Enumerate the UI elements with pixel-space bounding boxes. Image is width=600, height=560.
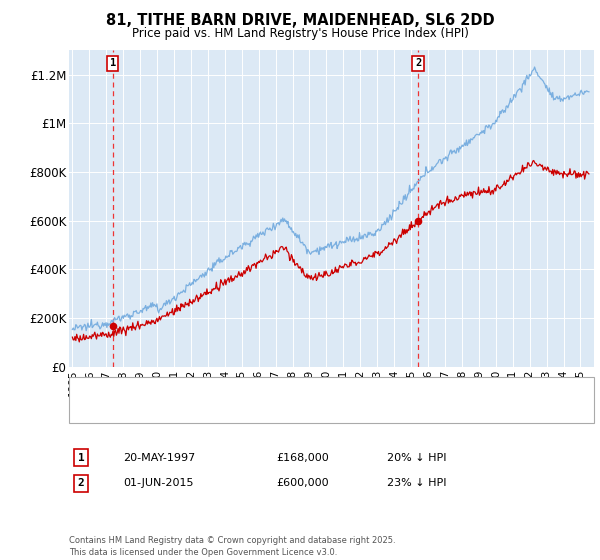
Text: HPI: Average price, detached house, Windsor and Maidenhead: HPI: Average price, detached house, Wind…	[119, 405, 444, 415]
Text: £168,000: £168,000	[276, 452, 329, 463]
Text: £600,000: £600,000	[276, 478, 329, 488]
Text: 20-MAY-1997: 20-MAY-1997	[123, 452, 195, 463]
Text: 1: 1	[77, 452, 85, 463]
Text: 23% ↓ HPI: 23% ↓ HPI	[387, 478, 446, 488]
Text: Contains HM Land Registry data © Crown copyright and database right 2025.
This d: Contains HM Land Registry data © Crown c…	[69, 536, 395, 557]
Text: 1: 1	[110, 58, 116, 68]
Text: 01-JUN-2015: 01-JUN-2015	[123, 478, 193, 488]
Text: 81, TITHE BARN DRIVE, MAIDENHEAD, SL6 2DD (detached house): 81, TITHE BARN DRIVE, MAIDENHEAD, SL6 2D…	[119, 385, 460, 395]
Text: 2: 2	[415, 58, 421, 68]
Text: 2: 2	[77, 478, 85, 488]
Text: Price paid vs. HM Land Registry's House Price Index (HPI): Price paid vs. HM Land Registry's House …	[131, 27, 469, 40]
Text: 20% ↓ HPI: 20% ↓ HPI	[387, 452, 446, 463]
Text: 81, TITHE BARN DRIVE, MAIDENHEAD, SL6 2DD: 81, TITHE BARN DRIVE, MAIDENHEAD, SL6 2D…	[106, 13, 494, 28]
